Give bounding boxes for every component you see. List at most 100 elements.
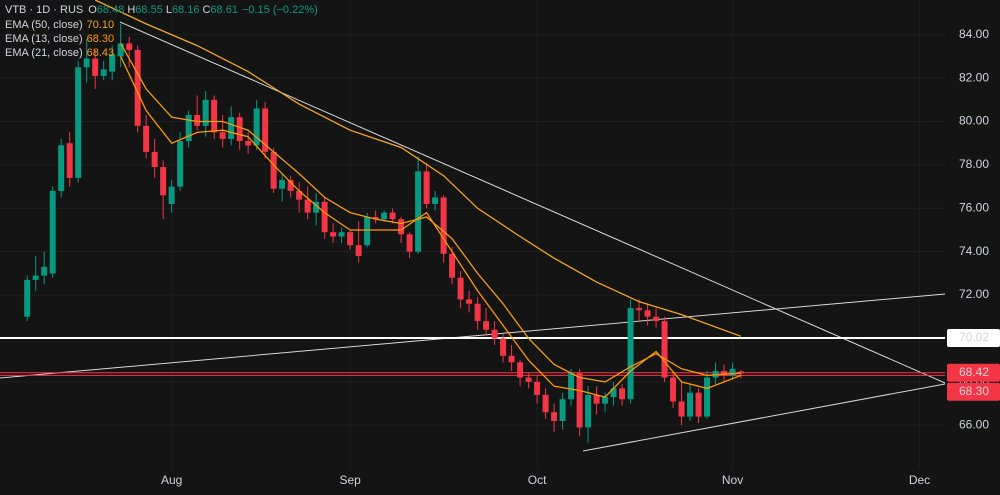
candle-body bbox=[644, 310, 651, 317]
legend-value: 68.30 bbox=[87, 33, 115, 45]
candle-body bbox=[449, 253, 456, 278]
ema-lines bbox=[94, 0, 742, 398]
x-tick-label: Dec bbox=[909, 473, 930, 487]
price-label-box bbox=[947, 329, 1000, 348]
candle-body bbox=[568, 373, 575, 400]
candle-body bbox=[279, 180, 286, 189]
change: −0.15 (−0.22%) bbox=[242, 4, 318, 16]
candle-body bbox=[32, 275, 39, 280]
candle-body bbox=[661, 321, 668, 378]
ohlc-label: C bbox=[202, 4, 210, 16]
candle-body bbox=[406, 234, 413, 252]
candle-body bbox=[602, 397, 609, 404]
trend-line bbox=[119, 21, 946, 384]
candle-body bbox=[483, 321, 490, 330]
candle-body bbox=[321, 201, 328, 233]
candle-body bbox=[381, 212, 388, 220]
candle-body bbox=[364, 216, 371, 246]
candle-body bbox=[245, 141, 252, 146]
y-tick-label: 84.00 bbox=[959, 27, 989, 41]
candle-body bbox=[66, 143, 73, 178]
candle-body bbox=[41, 266, 48, 276]
candle-body bbox=[177, 141, 184, 187]
candle-body bbox=[704, 377, 711, 417]
candle-body bbox=[313, 201, 320, 213]
candle-body bbox=[202, 99, 209, 126]
ema-line bbox=[120, 56, 742, 398]
candles bbox=[24, 23, 745, 443]
candle-body bbox=[576, 373, 583, 428]
candle-body bbox=[372, 216, 379, 220]
y-tick-label: 74.00 bbox=[959, 244, 989, 258]
candle-body bbox=[466, 299, 473, 304]
candle-body bbox=[525, 377, 532, 382]
candle-body bbox=[517, 362, 524, 378]
candle-body bbox=[83, 58, 90, 68]
price-axis bbox=[945, 0, 1000, 495]
candle-body bbox=[423, 171, 430, 204]
candle-body bbox=[415, 171, 422, 252]
candle-body bbox=[593, 394, 600, 404]
ema-line bbox=[120, 43, 742, 383]
legend-entry: EMA (13, close) 68.30 bbox=[5, 33, 114, 45]
ohlc-value: 68.55 bbox=[135, 4, 163, 16]
trend-line bbox=[0, 293, 946, 379]
candle-body bbox=[670, 377, 677, 402]
price-lines bbox=[0, 337, 945, 376]
candle-body bbox=[534, 381, 541, 395]
candle-body bbox=[75, 67, 82, 178]
candle-body bbox=[151, 151, 158, 168]
candle-body bbox=[551, 412, 558, 421]
candle-body bbox=[627, 308, 634, 400]
candle-body bbox=[610, 388, 617, 398]
x-tick-label: Sep bbox=[339, 473, 361, 487]
candle-body bbox=[729, 368, 736, 376]
legend-name: EMA (50, close) bbox=[5, 19, 83, 31]
y-tick-label: 66.00 bbox=[959, 417, 989, 431]
price-label-box bbox=[947, 363, 1000, 382]
candle-body bbox=[100, 69, 107, 76]
candle-body bbox=[126, 43, 133, 50]
candle-body bbox=[160, 167, 167, 196]
legend-entry: EMA (21, close) 68.43 bbox=[5, 47, 114, 59]
candle-body bbox=[194, 114, 201, 126]
legend-value: 68.43 bbox=[87, 47, 115, 59]
ohlc-value: 68.16 bbox=[172, 4, 200, 16]
candle-body bbox=[49, 190, 56, 274]
candle-body bbox=[219, 132, 226, 139]
candle-body bbox=[347, 232, 354, 246]
candle-body bbox=[253, 108, 260, 146]
candle-body bbox=[491, 329, 498, 339]
y-tick-label: 78.00 bbox=[959, 157, 989, 171]
legend-name: EMA (21, close) bbox=[5, 47, 83, 59]
candle-body bbox=[228, 117, 235, 139]
candle-body bbox=[653, 316, 660, 322]
axes: 66.0068.0070.0072.0074.0076.0078.0080.00… bbox=[161, 27, 1000, 487]
candle-body bbox=[432, 197, 439, 204]
candle-body bbox=[134, 49, 141, 126]
candle-body bbox=[185, 114, 192, 142]
price-label-box bbox=[947, 382, 1000, 401]
x-tick-label: Aug bbox=[161, 473, 182, 487]
candle-body bbox=[389, 212, 396, 220]
candle-body bbox=[143, 125, 150, 152]
candle-body bbox=[270, 151, 277, 189]
candle-body bbox=[211, 99, 218, 133]
legend-entry: EMA (50, close) 70.10 bbox=[5, 19, 114, 31]
candle-body bbox=[109, 54, 116, 72]
candle-body bbox=[721, 371, 728, 376]
candle-body bbox=[695, 392, 702, 417]
candle-body bbox=[678, 401, 685, 417]
ohlc-label: H bbox=[127, 4, 135, 16]
candle-body bbox=[330, 232, 337, 237]
legend: VTB · 1D · RUS O68.48 H68.55 L68.16 C68.61 −0… bbox=[5, 4, 318, 59]
candle-body bbox=[585, 394, 592, 428]
candle-body bbox=[92, 58, 99, 76]
candle-body bbox=[457, 277, 464, 300]
candle-body bbox=[296, 190, 303, 200]
candle-body bbox=[24, 279, 31, 317]
candle-body bbox=[474, 303, 481, 322]
candle-body bbox=[738, 371, 745, 373]
x-tick-label: Oct bbox=[528, 473, 547, 487]
